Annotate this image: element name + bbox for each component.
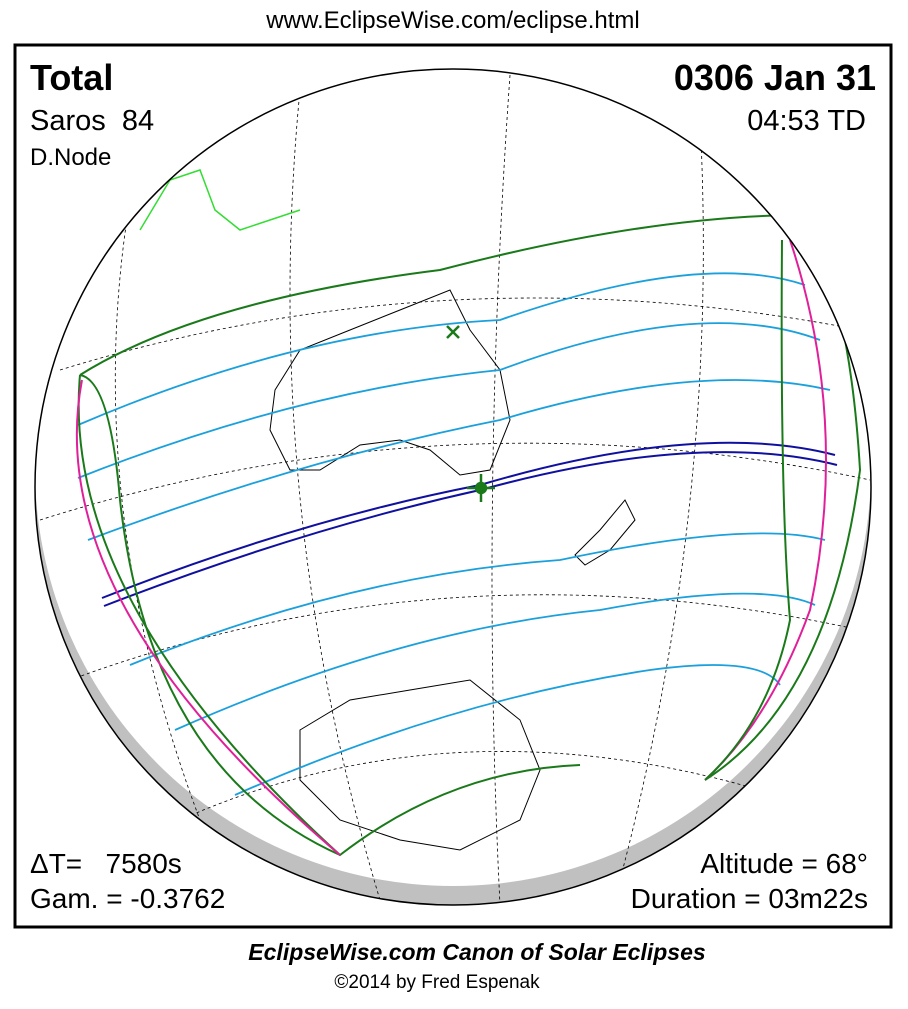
delta-t: ΔT= 7580s	[30, 848, 182, 879]
header-url: www.EclipseWise.com/eclipse.html	[265, 7, 639, 34]
graticule	[39, 74, 871, 905]
new-zealand-coast	[574, 499, 636, 566]
penumbra-limit-south	[77, 374, 581, 857]
footer-title: EclipseWise.com Canon of Solar Eclipses	[248, 939, 705, 965]
subsolar-marker	[446, 325, 460, 339]
rise-set-curve-west	[75, 379, 341, 856]
eclipse-type: Total	[30, 57, 113, 98]
globe-outline	[34, 68, 872, 906]
frame	[13, 43, 893, 929]
rise-set-green-east	[704, 239, 792, 781]
antarctica-coast	[299, 679, 541, 851]
rise-set-green	[79, 374, 341, 856]
gamma: Gam. = -0.3762	[30, 883, 225, 914]
date: 0306 Jan 31	[674, 57, 876, 98]
time: 04:53 TD	[747, 105, 866, 137]
day-side	[35, 69, 871, 886]
rise-set-curve-east	[704, 239, 827, 781]
australia-coast	[269, 289, 511, 476]
saros: Saros 84	[30, 105, 154, 137]
magnitude-lines	[77, 272, 831, 796]
footer-credit: ©2014 by Fred Espenak	[334, 972, 540, 993]
node: D.Node	[30, 144, 111, 171]
altitude: Altitude = 68°	[700, 848, 868, 879]
duration: Duration = 03m22s	[631, 883, 868, 914]
greatest-eclipse-marker	[467, 474, 495, 502]
globe	[34, 68, 872, 906]
